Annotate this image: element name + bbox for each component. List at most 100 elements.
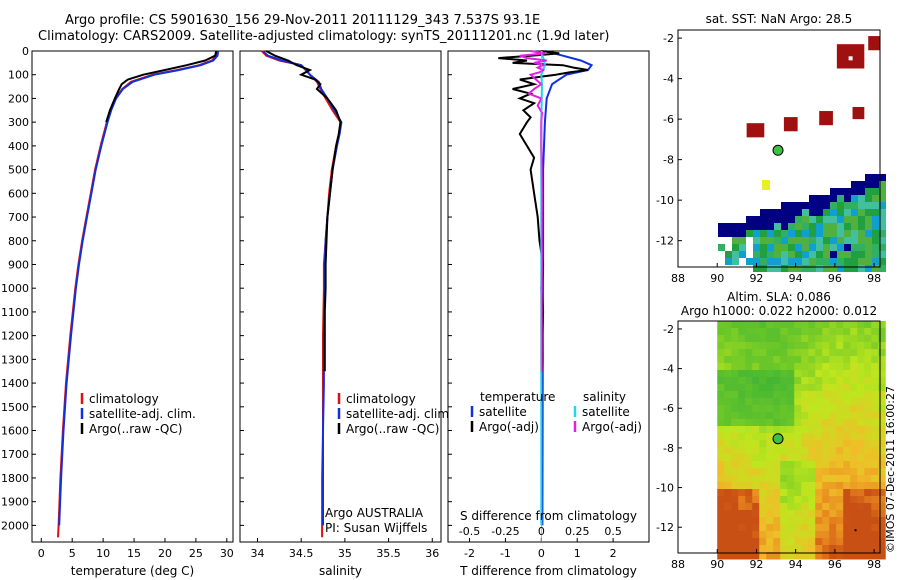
salinity-panel: 34 34.5 35 35.5 36 salinity climatologysatelli…	[239, 50, 453, 578]
sla-cell	[731, 552, 739, 560]
sst-cell	[837, 237, 844, 244]
sst-cell	[753, 216, 760, 223]
sla_map-ytick-label: -8	[663, 442, 674, 455]
sla-cell	[780, 531, 788, 539]
sla-cell	[780, 538, 788, 546]
sla-cell	[871, 552, 879, 560]
sla-cell	[787, 363, 795, 371]
sst-cell	[746, 223, 753, 230]
sla-cell	[780, 377, 788, 385]
sst-cell	[865, 230, 872, 237]
sla-cell	[766, 454, 774, 462]
sla-cell	[745, 468, 753, 476]
difference-s-tick-label: 0.5	[604, 525, 622, 538]
differences-xtick-label: -1	[500, 547, 511, 560]
sla-cell	[822, 496, 830, 504]
sla-cell	[780, 475, 788, 483]
sla-cell	[815, 496, 823, 504]
salinity-legend-label: satellite-adj. clim.	[346, 407, 453, 421]
differences-series-sargoadj	[519, 50, 547, 372]
sla-cell	[745, 454, 753, 462]
sla-cell	[815, 391, 823, 399]
sst-cell	[823, 251, 830, 258]
sst-cell	[795, 216, 802, 223]
sla-cell	[787, 531, 795, 539]
sla-cell	[843, 489, 851, 497]
sla-cell	[850, 384, 858, 392]
sla-cell	[738, 531, 746, 539]
sst-cell	[879, 265, 886, 272]
sla-cell	[836, 552, 844, 560]
sla-cell	[717, 531, 725, 539]
sst_map-ytick-label: -2	[663, 32, 674, 45]
sla-cell	[808, 482, 816, 490]
sla-cell	[829, 524, 837, 532]
sla-cell	[843, 503, 851, 511]
sla-cell	[724, 475, 732, 483]
sla-cell	[878, 412, 886, 420]
sla-cell	[745, 461, 753, 469]
sla-cell	[759, 482, 767, 490]
sst-cell	[865, 216, 872, 223]
sst-cell	[872, 223, 879, 230]
sla-cell	[836, 328, 844, 336]
differences-axes-frame	[447, 50, 650, 543]
sla-cell	[822, 321, 830, 329]
sla-cell	[745, 475, 753, 483]
sla-cell	[738, 475, 746, 483]
sla-cell	[717, 363, 725, 371]
sla-cell	[822, 440, 830, 448]
sst-cell	[865, 195, 872, 202]
sla-cell	[724, 321, 732, 329]
sla-cell	[745, 447, 753, 455]
sla-cell	[717, 321, 725, 329]
sla-cell	[752, 419, 760, 427]
sla-cell	[864, 524, 872, 532]
sla-cell	[836, 531, 844, 539]
sla-cell	[787, 426, 795, 434]
sla-cell	[864, 398, 872, 406]
sst-cell	[865, 181, 872, 188]
sla-cell	[787, 328, 795, 336]
sla-cell	[773, 384, 781, 392]
sla-cell	[836, 538, 844, 546]
sla-cell	[836, 342, 844, 350]
sla-cell	[829, 517, 837, 525]
sla-cell	[752, 356, 760, 364]
sla-cell	[871, 405, 879, 413]
sla-cell	[871, 398, 879, 406]
sla-cell	[794, 405, 802, 413]
sst-cell	[844, 230, 851, 237]
depth-tick-label: 1600	[1, 425, 29, 438]
sla-cell	[773, 398, 781, 406]
sla-cell	[843, 384, 851, 392]
sla-cell	[717, 398, 725, 406]
sla-cell	[878, 517, 886, 525]
sla-cell	[878, 545, 886, 553]
sla-cell	[843, 426, 851, 434]
sla-cell	[829, 363, 837, 371]
sst-cell	[788, 244, 795, 251]
sst-cell	[851, 230, 858, 237]
sla-cell	[857, 433, 865, 441]
sla-cell	[864, 370, 872, 378]
sla-cell	[731, 454, 739, 462]
sla-cell	[766, 391, 774, 399]
sst-warm-patch	[836, 44, 865, 69]
sla-cell	[724, 398, 732, 406]
sla-cell	[731, 496, 739, 504]
sla-cell	[815, 321, 823, 329]
sla-cell	[829, 489, 837, 497]
sla-cell	[724, 426, 732, 434]
sla-cell	[864, 468, 872, 476]
sla-cell	[752, 475, 760, 483]
sst-cell	[837, 251, 844, 258]
depth-tick-label: 1800	[1, 472, 29, 485]
sla-cell	[787, 370, 795, 378]
sla-cell	[836, 356, 844, 364]
sst-cell	[851, 195, 858, 202]
sla-cell	[857, 349, 865, 357]
sla-cell	[850, 370, 858, 378]
sla-cell	[808, 433, 816, 441]
